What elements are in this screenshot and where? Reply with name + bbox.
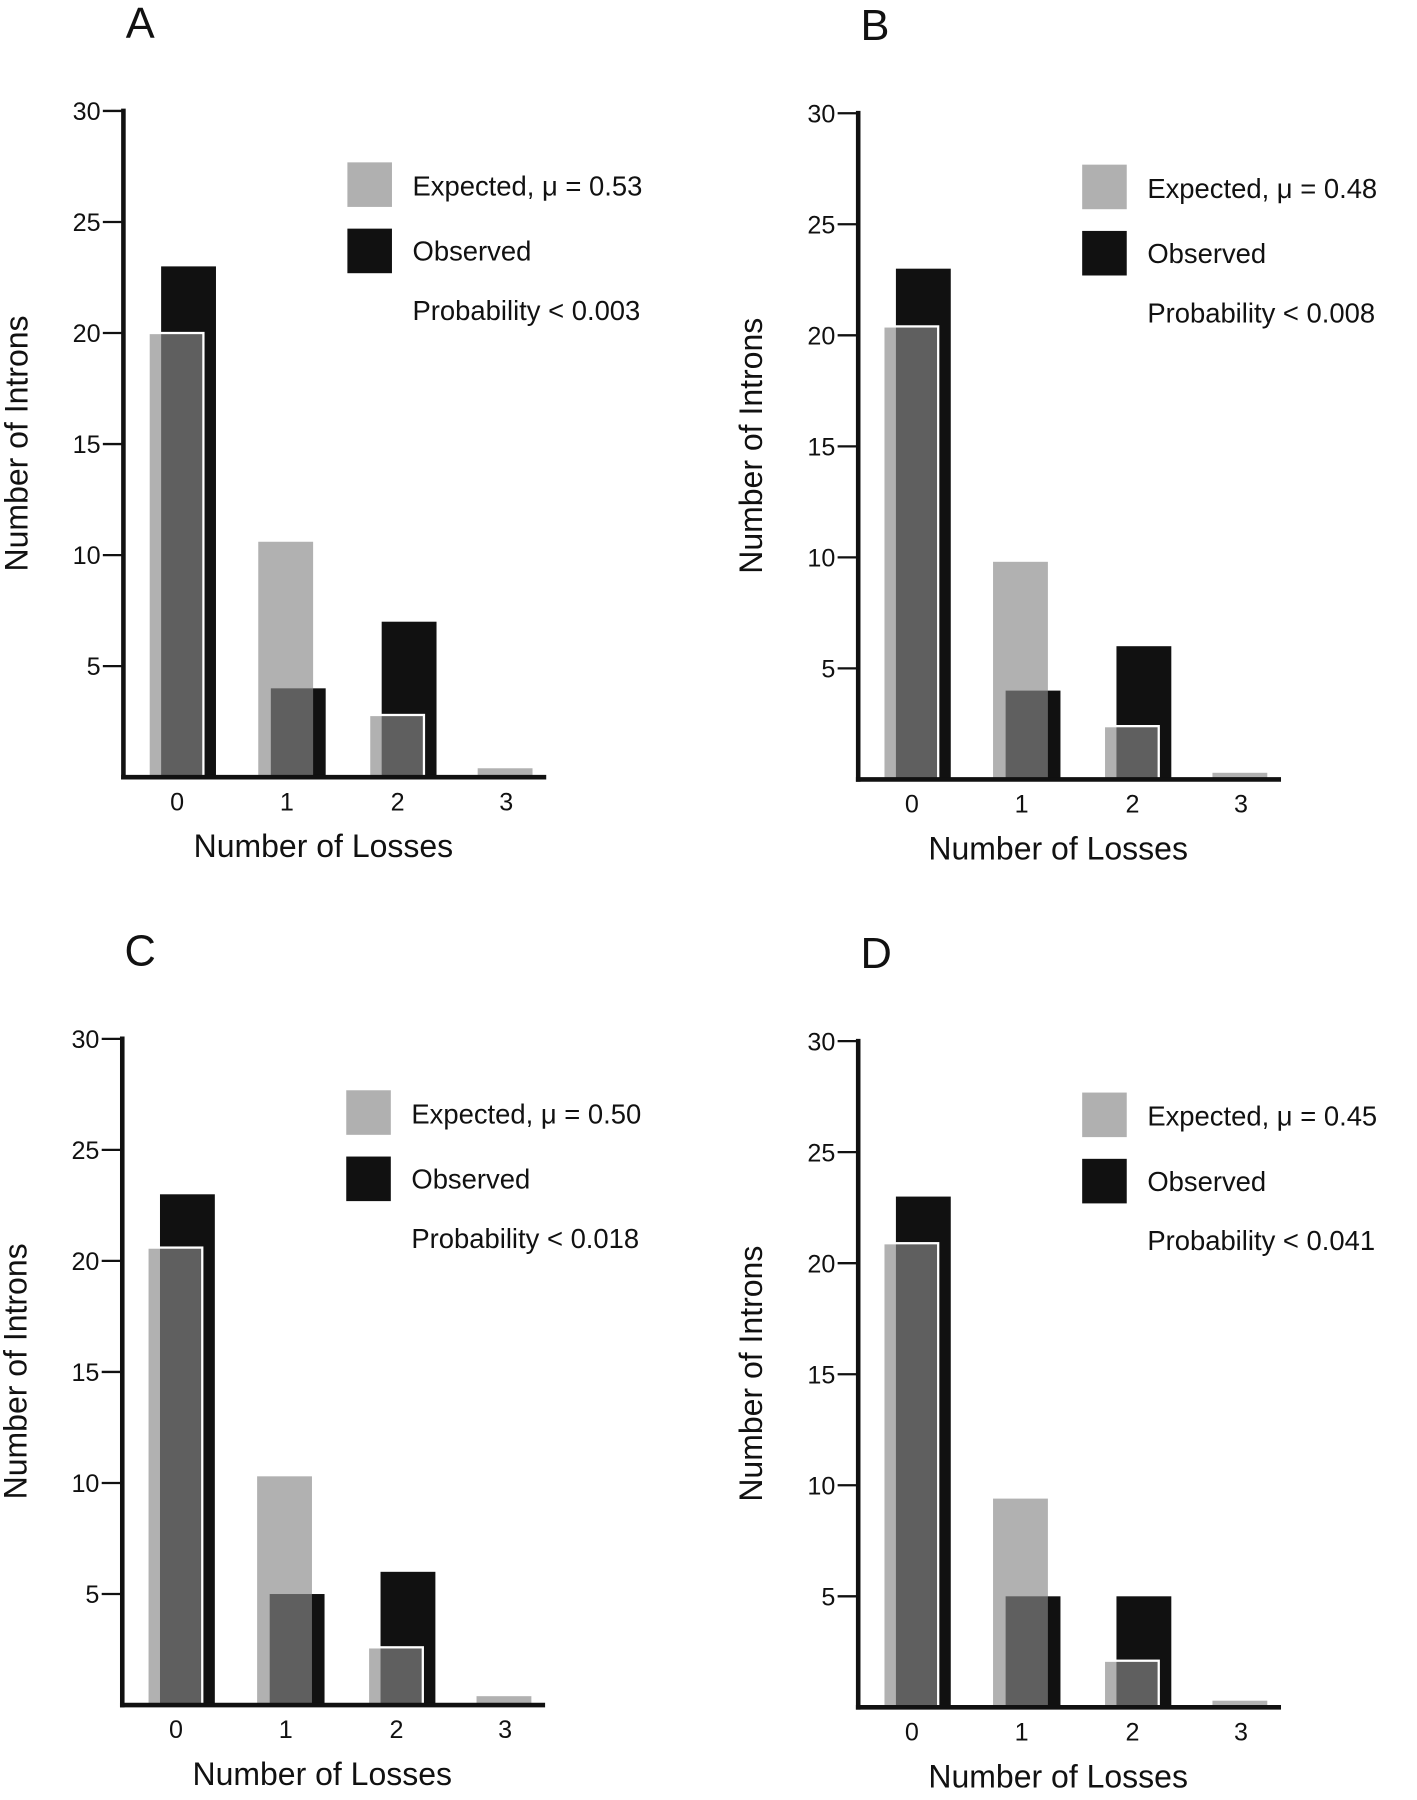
expected-bar — [258, 541, 314, 778]
x-tick-label: 2 — [391, 788, 405, 816]
y-axis-label: Number of Introns — [733, 318, 769, 574]
x-tick-label: 0 — [905, 791, 919, 819]
expected-bar — [882, 325, 940, 781]
y-tick-label: 15 — [807, 1361, 835, 1389]
x-tick-label: 3 — [1234, 791, 1248, 819]
y-axis-label: Number of Introns — [0, 1243, 33, 1499]
legend-label-observed: Observed — [411, 1164, 530, 1195]
expected-bar — [993, 561, 1048, 780]
legend-swatch-observed — [347, 228, 392, 274]
legend-swatch-expected — [347, 162, 392, 207]
legend-note-probability: Probability < 0.003 — [413, 295, 641, 326]
x-tick-label: 3 — [499, 788, 513, 816]
legend-swatch-observed — [1082, 1158, 1127, 1204]
legend-label-observed: Observed — [413, 236, 532, 267]
y-tick-label: 5 — [821, 656, 835, 684]
x-axis-label: Number of Losses — [194, 828, 454, 864]
expected-bar — [257, 1476, 312, 1706]
legend-swatch-expected — [346, 1090, 391, 1135]
y-tick-label: 25 — [71, 1137, 99, 1165]
y-tick-label: 5 — [85, 1581, 99, 1609]
x-tick-label: 1 — [1015, 791, 1029, 819]
x-axis-label: Number of Losses — [192, 1756, 452, 1792]
panel-letter: D — [860, 930, 891, 978]
chart-panel-b: B 5 10 15 20 25 30 0 1 2 3 Number of Losses Number o… — [733, 2, 1377, 866]
y-tick-label: 5 — [87, 653, 101, 681]
panel-letter: C — [125, 928, 156, 976]
x-tick-label: 1 — [1015, 1718, 1029, 1746]
y-tick-label: 30 — [71, 1026, 99, 1054]
y-tick-label: 30 — [807, 1028, 835, 1056]
x-tick-label: 0 — [905, 1718, 919, 1746]
y-tick-label: 30 — [807, 100, 835, 128]
x-tick-label: 0 — [169, 1716, 183, 1744]
expected-bar — [1102, 1659, 1160, 1709]
y-tick-label: 25 — [73, 209, 101, 237]
expected-bar — [1102, 725, 1160, 781]
legend-note-probability: Probability < 0.018 — [411, 1223, 639, 1254]
y-tick-label: 15 — [71, 1359, 99, 1387]
chart-panel-a: A 5 10 15 20 25 30 0 1 2 3 Number of Losses Number o… — [0, 0, 642, 864]
y-tick-label: 15 — [73, 431, 101, 459]
y-tick-label: 20 — [807, 322, 835, 350]
expected-bar — [367, 713, 426, 779]
legend-label-expected: Expected, μ = 0.50 — [411, 1098, 641, 1129]
chart-panel-d: D 5 10 15 20 25 30 0 1 2 3 Number of Losses Number o… — [733, 930, 1377, 1794]
y-tick-label: 20 — [73, 320, 101, 348]
y-tick-label: 25 — [807, 211, 835, 239]
x-tick-label: 2 — [390, 1716, 404, 1744]
x-tick-label: 1 — [280, 788, 294, 816]
expected-bar — [993, 1498, 1048, 1708]
expected-bar — [366, 1646, 424, 1707]
x-axis-label: Number of Losses — [928, 1758, 1188, 1794]
legend-swatch-expected — [1082, 1092, 1127, 1138]
x-tick-label: 2 — [1125, 791, 1139, 819]
x-tick-label: 3 — [498, 1716, 512, 1744]
y-tick-label: 10 — [71, 1470, 99, 1498]
y-axis-label: Number of Introns — [0, 315, 34, 571]
x-tick-label: 2 — [1125, 1718, 1139, 1746]
x-axis-label: Number of Losses — [928, 830, 1188, 866]
panel-letter: A — [126, 0, 155, 48]
expected-bar — [476, 1696, 532, 1706]
legend-label-expected: Expected, μ = 0.45 — [1147, 1101, 1377, 1132]
legend-swatch-observed — [346, 1156, 391, 1202]
y-tick-label: 10 — [807, 1472, 835, 1500]
expected-bar — [1212, 772, 1268, 780]
x-tick-label: 0 — [170, 788, 184, 816]
y-tick-label: 10 — [73, 542, 101, 570]
legend-label-expected: Expected, μ = 0.53 — [413, 170, 643, 201]
legend-note-probability: Probability < 0.008 — [1147, 297, 1375, 328]
y-tick-label: 25 — [807, 1139, 835, 1167]
legend-label-observed: Observed — [1147, 1166, 1266, 1197]
expected-bar — [882, 1242, 940, 1709]
x-tick-label: 3 — [1234, 1718, 1248, 1746]
legend-label-observed: Observed — [1147, 238, 1266, 269]
expected-bar — [146, 1246, 204, 1707]
expected-bar — [147, 331, 205, 779]
y-tick-label: 10 — [807, 545, 835, 573]
legend-label-expected: Expected, μ = 0.48 — [1147, 173, 1377, 204]
x-tick-label: 1 — [279, 1716, 293, 1744]
y-tick-label: 20 — [71, 1248, 99, 1276]
y-tick-label: 30 — [73, 98, 101, 126]
panel-letter: B — [860, 2, 889, 50]
legend-swatch-expected — [1082, 164, 1127, 210]
expected-bar — [477, 768, 533, 778]
chart-panel-c: C 5 10 15 20 25 30 0 1 2 3 Number of Losses Number o… — [0, 928, 641, 1792]
y-tick-label: 20 — [807, 1250, 835, 1278]
y-tick-label: 15 — [807, 433, 835, 461]
y-tick-label: 5 — [821, 1583, 835, 1611]
y-axis-label: Number of Introns — [733, 1246, 769, 1502]
legend-swatch-observed — [1082, 230, 1127, 276]
expected-bar — [1212, 1700, 1268, 1708]
legend-note-probability: Probability < 0.041 — [1147, 1225, 1375, 1256]
